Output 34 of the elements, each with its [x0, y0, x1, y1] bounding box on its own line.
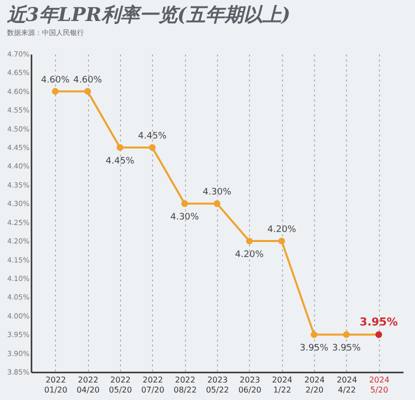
point — [343, 331, 350, 338]
data-label: 4.30% — [202, 188, 232, 198]
point — [116, 144, 124, 151]
x-tick-label: 2024 2/20 — [304, 376, 325, 394]
point — [181, 200, 188, 207]
data-label: 3.95% — [300, 344, 329, 354]
x-tick-label: 2023 06/20 — [238, 376, 262, 394]
x-tick-label: 2022 07/20 — [141, 376, 164, 394]
x-tick-label: 2022 01/20 — [44, 376, 68, 394]
data-label: 4.60% — [40, 75, 70, 86]
x-tick-label: 2024 4/22 — [336, 376, 358, 394]
point — [214, 200, 220, 207]
point — [246, 238, 253, 244]
x-tick-label: 2023 05/22 — [206, 376, 230, 394]
x-tick-label: 2022 05/20 — [108, 376, 132, 394]
data-label: 4.45% — [138, 132, 168, 142]
point — [148, 144, 156, 151]
data-label: 4.20% — [267, 225, 296, 236]
point — [52, 88, 59, 95]
data-label: 3.95% — [360, 316, 398, 329]
point — [84, 88, 91, 95]
data-label: 4.20% — [235, 250, 264, 260]
point — [278, 238, 286, 244]
data-label: 4.30% — [170, 212, 200, 223]
x-tick-label: 2024 1/22 — [272, 376, 292, 394]
point — [375, 331, 382, 338]
x-tick-label: 2024 5/20 — [369, 376, 390, 394]
chart-title: 近3年LPR利率一览(五年期以上) — [6, 4, 290, 26]
x-tick-label: 2022 08/22 — [174, 376, 197, 394]
data-label: 4.60% — [73, 75, 102, 86]
data-label: 3.95% — [332, 344, 362, 354]
data-label: 4.45% — [106, 156, 135, 167]
x-tick-label: 2022 04/20 — [76, 376, 100, 394]
point — [310, 331, 318, 338]
